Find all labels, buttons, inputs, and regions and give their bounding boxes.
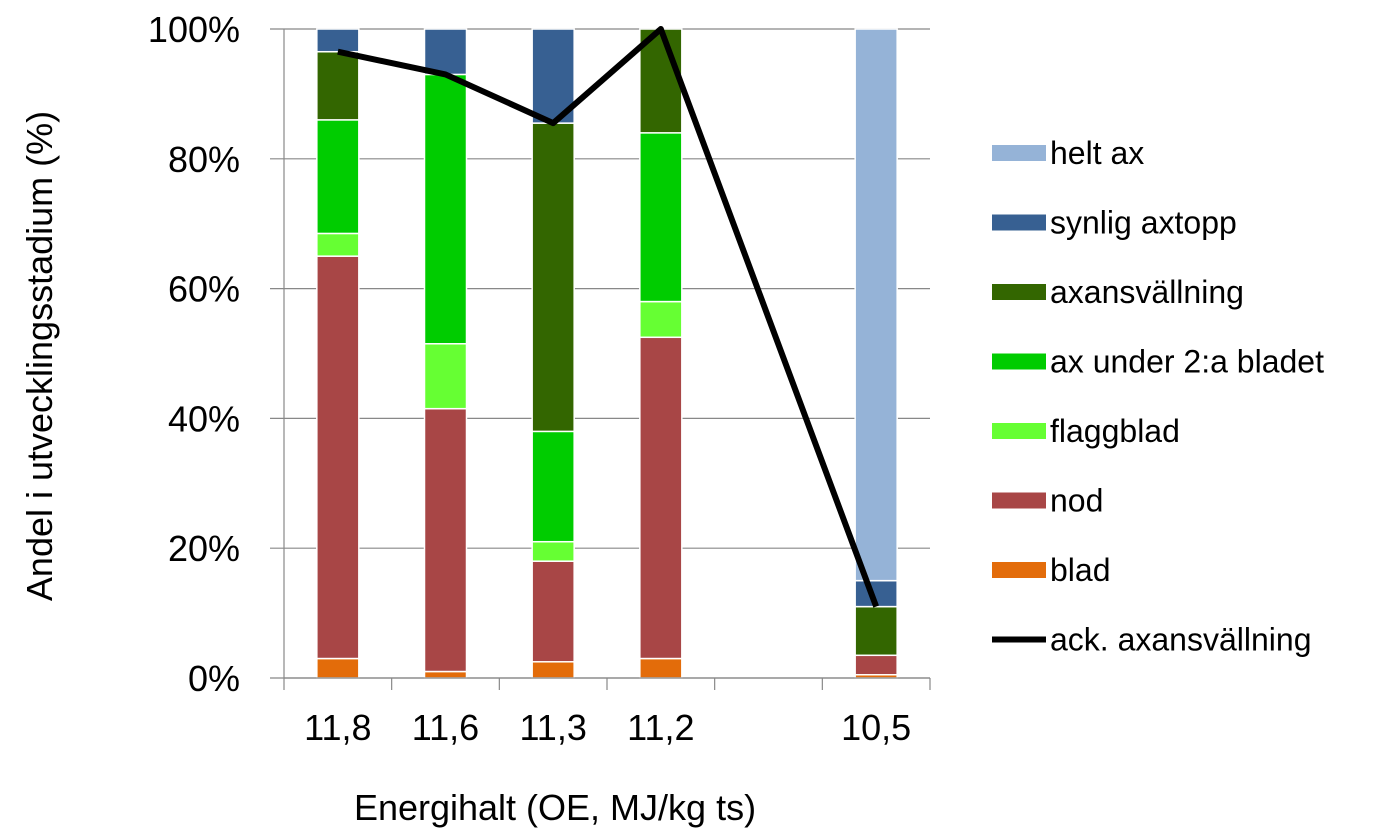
bar-segment xyxy=(531,661,575,679)
legend-item: ax under 2:a bladet xyxy=(992,344,1324,380)
bar-segment xyxy=(316,232,360,257)
bar-segment xyxy=(531,560,575,663)
x-tick-labels: 11,8 11,6 11,3 11,2 10,5 xyxy=(304,707,911,748)
bar-segment xyxy=(639,657,683,679)
bar-segment xyxy=(639,132,683,303)
y-tick-label: 100% xyxy=(148,9,240,50)
bar-segment xyxy=(316,28,360,53)
legend-label: ax under 2:a bladet xyxy=(1050,344,1324,380)
x-tick-label: 11,2 xyxy=(627,707,694,748)
bar-segment xyxy=(531,430,575,543)
y-tick-label: 60% xyxy=(168,269,240,310)
bar-segment xyxy=(316,50,360,121)
bar-segment xyxy=(423,670,468,679)
legend-label: flaggblad xyxy=(1050,413,1180,449)
y-tick-label: 0% xyxy=(188,658,240,699)
line-series xyxy=(337,26,879,608)
x-tick-label: 11,6 xyxy=(412,707,479,748)
axes xyxy=(283,29,931,690)
legend-item: axansvällning xyxy=(992,274,1244,310)
legend-item: ack. axansvällning xyxy=(992,622,1311,658)
bar-segment xyxy=(854,654,898,676)
legend: helt ax synlig axtopp axansvällning ax unde… xyxy=(992,135,1324,658)
bar-segment xyxy=(423,343,468,410)
legend-swatch xyxy=(992,423,1046,439)
legend-label: ack. axansvällning xyxy=(1050,622,1311,658)
legend-swatch xyxy=(992,562,1046,578)
bar-segment xyxy=(854,28,898,582)
cumulative-line xyxy=(337,26,879,608)
x-tick-label: 10,5 xyxy=(841,707,911,748)
legend-label: axansvällning xyxy=(1050,274,1244,310)
x-axis-label: Energihalt (OE, MJ/kg ts) xyxy=(354,787,756,828)
bar-segment xyxy=(423,73,468,345)
legend-label: helt ax xyxy=(1050,135,1144,171)
gridlines xyxy=(270,28,930,679)
x-tick-label: 11,3 xyxy=(519,707,586,748)
legend-label: blad xyxy=(1050,552,1111,588)
bar-stacks xyxy=(316,28,898,679)
y-axis-label: Andel i utvecklingsstadium (%) xyxy=(19,111,60,601)
bar-segment xyxy=(316,255,360,660)
legend-swatch xyxy=(992,214,1046,231)
bar-segment xyxy=(639,336,683,660)
legend-swatch xyxy=(992,284,1046,300)
legend-item: synlig axtopp xyxy=(992,205,1237,241)
y-tick-label: 80% xyxy=(168,139,240,180)
legend-item: flaggblad xyxy=(992,413,1180,449)
bar-segment xyxy=(639,300,683,339)
bar-segment xyxy=(316,657,360,679)
bar-segment xyxy=(316,119,360,235)
legend-item: nod xyxy=(992,483,1103,519)
legend-swatch xyxy=(992,492,1046,509)
legend-label: synlig axtopp xyxy=(1050,205,1237,241)
legend-item: blad xyxy=(992,552,1111,588)
bar-segment xyxy=(423,28,468,76)
bar-segment xyxy=(531,122,575,433)
legend-swatch xyxy=(992,353,1046,370)
y-tick-label: 40% xyxy=(168,398,240,439)
legend-swatch xyxy=(992,145,1046,161)
bar-segment xyxy=(854,605,898,657)
y-tick-labels: 0% 20% 40% 60% 80% 100% xyxy=(148,9,240,699)
legend-label: nod xyxy=(1050,483,1103,519)
bar-segment xyxy=(531,540,575,562)
bar-segment xyxy=(423,407,468,673)
y-tick-label: 20% xyxy=(168,528,240,569)
legend-item: helt ax xyxy=(992,135,1144,171)
x-tick-label: 11,8 xyxy=(304,707,371,748)
